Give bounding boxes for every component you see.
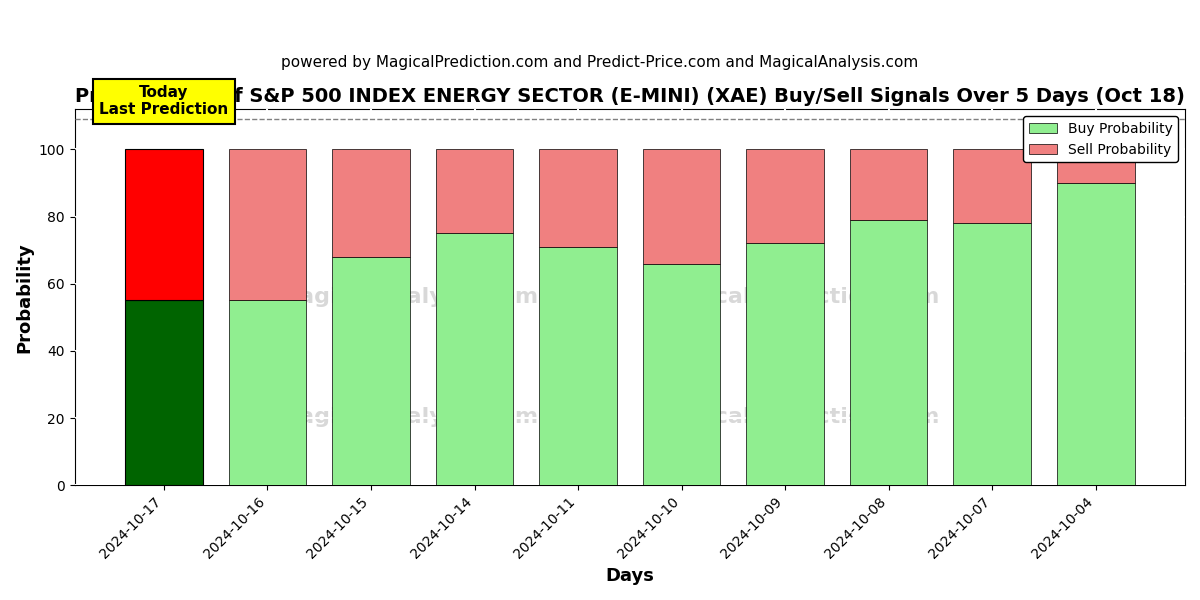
Bar bbox=[229, 301, 306, 485]
Text: Today
Last Prediction: Today Last Prediction bbox=[100, 85, 228, 118]
Bar bbox=[332, 257, 410, 485]
Y-axis label: Probability: Probability bbox=[16, 242, 34, 353]
Bar bbox=[125, 301, 203, 485]
Bar bbox=[746, 244, 824, 485]
Bar bbox=[125, 149, 203, 301]
Legend: Buy Probability, Sell Probability: Buy Probability, Sell Probability bbox=[1024, 116, 1178, 162]
Bar bbox=[229, 149, 306, 301]
Text: MagicalPrediction.com: MagicalPrediction.com bbox=[654, 407, 940, 427]
Bar bbox=[643, 263, 720, 485]
Text: MagicalPrediction.com: MagicalPrediction.com bbox=[654, 287, 940, 307]
Bar bbox=[436, 149, 514, 233]
Bar bbox=[1057, 149, 1134, 183]
Bar bbox=[953, 149, 1031, 223]
Text: MagicalAnalysis.com: MagicalAnalysis.com bbox=[277, 407, 539, 427]
Bar bbox=[746, 149, 824, 244]
Text: powered by MagicalPrediction.com and Predict-Price.com and MagicalAnalysis.com: powered by MagicalPrediction.com and Pre… bbox=[281, 55, 919, 70]
Bar bbox=[643, 149, 720, 263]
Bar bbox=[850, 149, 928, 220]
Bar bbox=[539, 149, 617, 247]
X-axis label: Days: Days bbox=[605, 567, 654, 585]
Bar bbox=[332, 149, 410, 257]
Bar bbox=[1057, 183, 1134, 485]
Bar bbox=[953, 223, 1031, 485]
Bar bbox=[436, 233, 514, 485]
Title: Probabilities of S&P 500 INDEX ENERGY SECTOR (E-MINI) (XAE) Buy/Sell Signals Ove: Probabilities of S&P 500 INDEX ENERGY SE… bbox=[74, 87, 1184, 106]
Text: MagicalAnalysis.com: MagicalAnalysis.com bbox=[277, 287, 539, 307]
Bar bbox=[850, 220, 928, 485]
Bar bbox=[539, 247, 617, 485]
